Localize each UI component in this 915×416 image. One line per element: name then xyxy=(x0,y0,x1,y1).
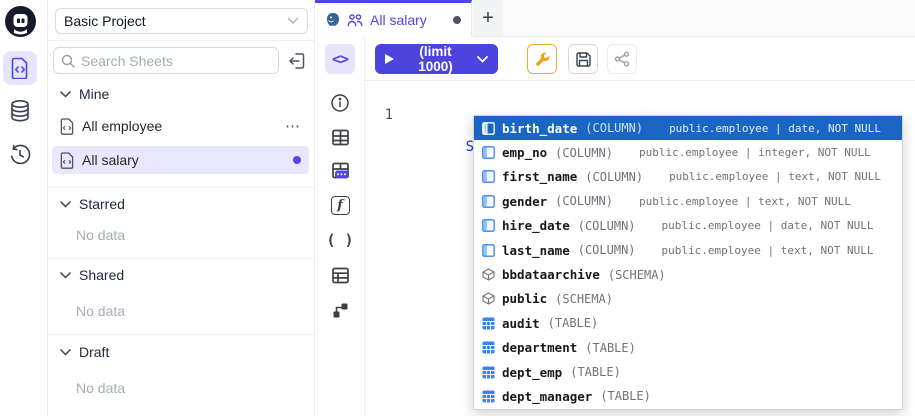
empty-placeholder: No data xyxy=(76,380,126,396)
autocomplete-item[interactable]: gender (COLUMN) public.employee | text, … xyxy=(474,189,902,213)
chevron-down-icon[interactable] xyxy=(477,55,488,63)
bytebase-logo[interactable] xyxy=(4,5,37,38)
sheet-item-label: All salary xyxy=(82,152,139,168)
strip-workflow-icon[interactable] xyxy=(325,295,355,325)
autocomplete-item[interactable]: hire_date (COLUMN) public.employee | dat… xyxy=(474,214,902,238)
run-button-label: (limit 1000) xyxy=(418,44,453,74)
column-icon xyxy=(482,170,495,184)
wrench-icon xyxy=(534,51,551,68)
chevron-down-icon xyxy=(60,90,71,98)
autocomplete-popup: birth_date (COLUMN) public.employee | da… xyxy=(473,115,903,410)
strip-parentheses-icon[interactable]: ( ) xyxy=(326,231,354,249)
sheet-file-icon xyxy=(60,151,74,169)
sheet-item-label: All employee xyxy=(82,118,163,134)
strip-function-icon[interactable]: f xyxy=(325,190,355,220)
save-floppy-icon xyxy=(575,51,592,68)
tab-bar: All salary + xyxy=(315,0,915,37)
autocomplete-item[interactable]: public (SCHEMA) xyxy=(474,287,902,311)
divider xyxy=(48,334,314,335)
project-select[interactable]: Basic Project xyxy=(55,8,308,34)
table-icon xyxy=(482,341,495,354)
column-icon xyxy=(482,146,495,159)
table-icon xyxy=(482,390,495,403)
nav-databases[interactable] xyxy=(3,94,37,128)
search-sheets-input[interactable] xyxy=(81,52,271,69)
autocomplete-item[interactable]: dept_manager (TABLE) xyxy=(474,384,902,408)
schema-icon xyxy=(482,268,495,281)
strip-code-editor-icon[interactable]: <> xyxy=(325,44,355,74)
tab-unsaved-dot xyxy=(453,16,461,24)
column-icon xyxy=(482,121,495,135)
sheet-item-all-employee[interactable]: All employee ⋯ xyxy=(52,112,309,140)
section-starred-label: Starred xyxy=(79,196,125,212)
import-sheet-icon[interactable] xyxy=(287,51,307,71)
strip-masked-table-icon[interactable] xyxy=(325,155,355,185)
table-icon xyxy=(482,317,495,330)
save-sheet-button[interactable] xyxy=(568,44,598,74)
database-icon xyxy=(9,99,31,123)
nav-history[interactable] xyxy=(3,138,37,172)
sheet-sidebar: Basic Project Mine All employee ⋯ xyxy=(48,0,315,416)
column-icon xyxy=(482,195,495,208)
section-mine[interactable]: Mine xyxy=(60,86,109,102)
autocomplete-item[interactable]: first_name (COLUMN) public.employee | te… xyxy=(474,165,902,189)
chevron-down-icon xyxy=(60,200,71,208)
section-shared[interactable]: Shared xyxy=(60,267,124,283)
chevron-down-icon xyxy=(287,17,299,25)
nav-sql-editor[interactable] xyxy=(3,51,37,85)
tab-all-salary[interactable]: All salary xyxy=(315,0,472,37)
sheet-file-icon xyxy=(60,117,74,135)
autocomplete-item[interactable]: department (TABLE) xyxy=(474,336,902,360)
chevron-down-icon xyxy=(60,271,71,279)
line-number: 1 xyxy=(384,107,393,123)
share-sheet-button[interactable] xyxy=(607,44,637,74)
table-icon xyxy=(482,366,495,379)
chevron-down-icon xyxy=(60,348,71,356)
autocomplete-item[interactable]: emp_no (COLUMN) public.employee | intege… xyxy=(474,140,902,164)
play-icon xyxy=(385,54,394,64)
section-mine-label: Mine xyxy=(79,86,110,102)
share-icon xyxy=(614,51,630,67)
strip-table-icon[interactable] xyxy=(325,122,355,152)
strip-table-rows-icon[interactable] xyxy=(325,260,355,290)
autocomplete-item[interactable]: bbdataarchive (SCHEMA) xyxy=(474,262,902,286)
section-draft[interactable]: Draft xyxy=(60,344,109,360)
editor-toolbar: (limit 1000) xyxy=(365,37,915,81)
code-line-1: 1 SELECT birth_date FROM employee; xyxy=(365,91,915,155)
new-tab-button[interactable]: + xyxy=(473,0,503,36)
shared-group-icon xyxy=(347,13,363,27)
divider xyxy=(48,258,314,259)
search-sheets-box xyxy=(53,47,279,74)
run-query-button[interactable]: (limit 1000) xyxy=(375,44,498,74)
project-select-value: Basic Project xyxy=(64,13,146,29)
postgresql-icon xyxy=(325,12,341,28)
section-starred[interactable]: Starred xyxy=(60,196,125,212)
autocomplete-item[interactable]: birth_date (COLUMN) public.employee | da… xyxy=(474,116,902,141)
divider xyxy=(48,187,314,188)
autocomplete-item[interactable]: dept_emp (TABLE) xyxy=(474,360,902,384)
section-draft-label: Draft xyxy=(79,344,110,360)
autocomplete-item[interactable]: last_name (COLUMN) public.employee | tex… xyxy=(474,238,902,262)
unsaved-dot xyxy=(293,156,301,164)
empty-placeholder: No data xyxy=(76,227,126,243)
column-icon xyxy=(482,243,495,257)
sheet-item-menu-icon[interactable]: ⋯ xyxy=(285,118,301,135)
strip-info-icon[interactable] xyxy=(325,88,355,118)
sql-editor-file-icon xyxy=(10,57,30,79)
autocomplete-item[interactable]: audit (TABLE) xyxy=(474,311,902,335)
tab-label: All salary xyxy=(370,12,427,28)
search-icon xyxy=(61,54,75,68)
left-rail xyxy=(0,0,48,416)
section-shared-label: Shared xyxy=(79,267,125,283)
history-clock-icon xyxy=(9,144,31,166)
editor-icon-strip: <> f ( ) xyxy=(315,37,365,416)
schema-icon xyxy=(482,292,495,306)
empty-placeholder: No data xyxy=(76,303,126,319)
format-sql-button[interactable] xyxy=(527,44,557,74)
sheet-item-all-salary[interactable]: All salary xyxy=(52,146,309,174)
divider xyxy=(48,40,314,41)
column-icon xyxy=(482,219,495,233)
